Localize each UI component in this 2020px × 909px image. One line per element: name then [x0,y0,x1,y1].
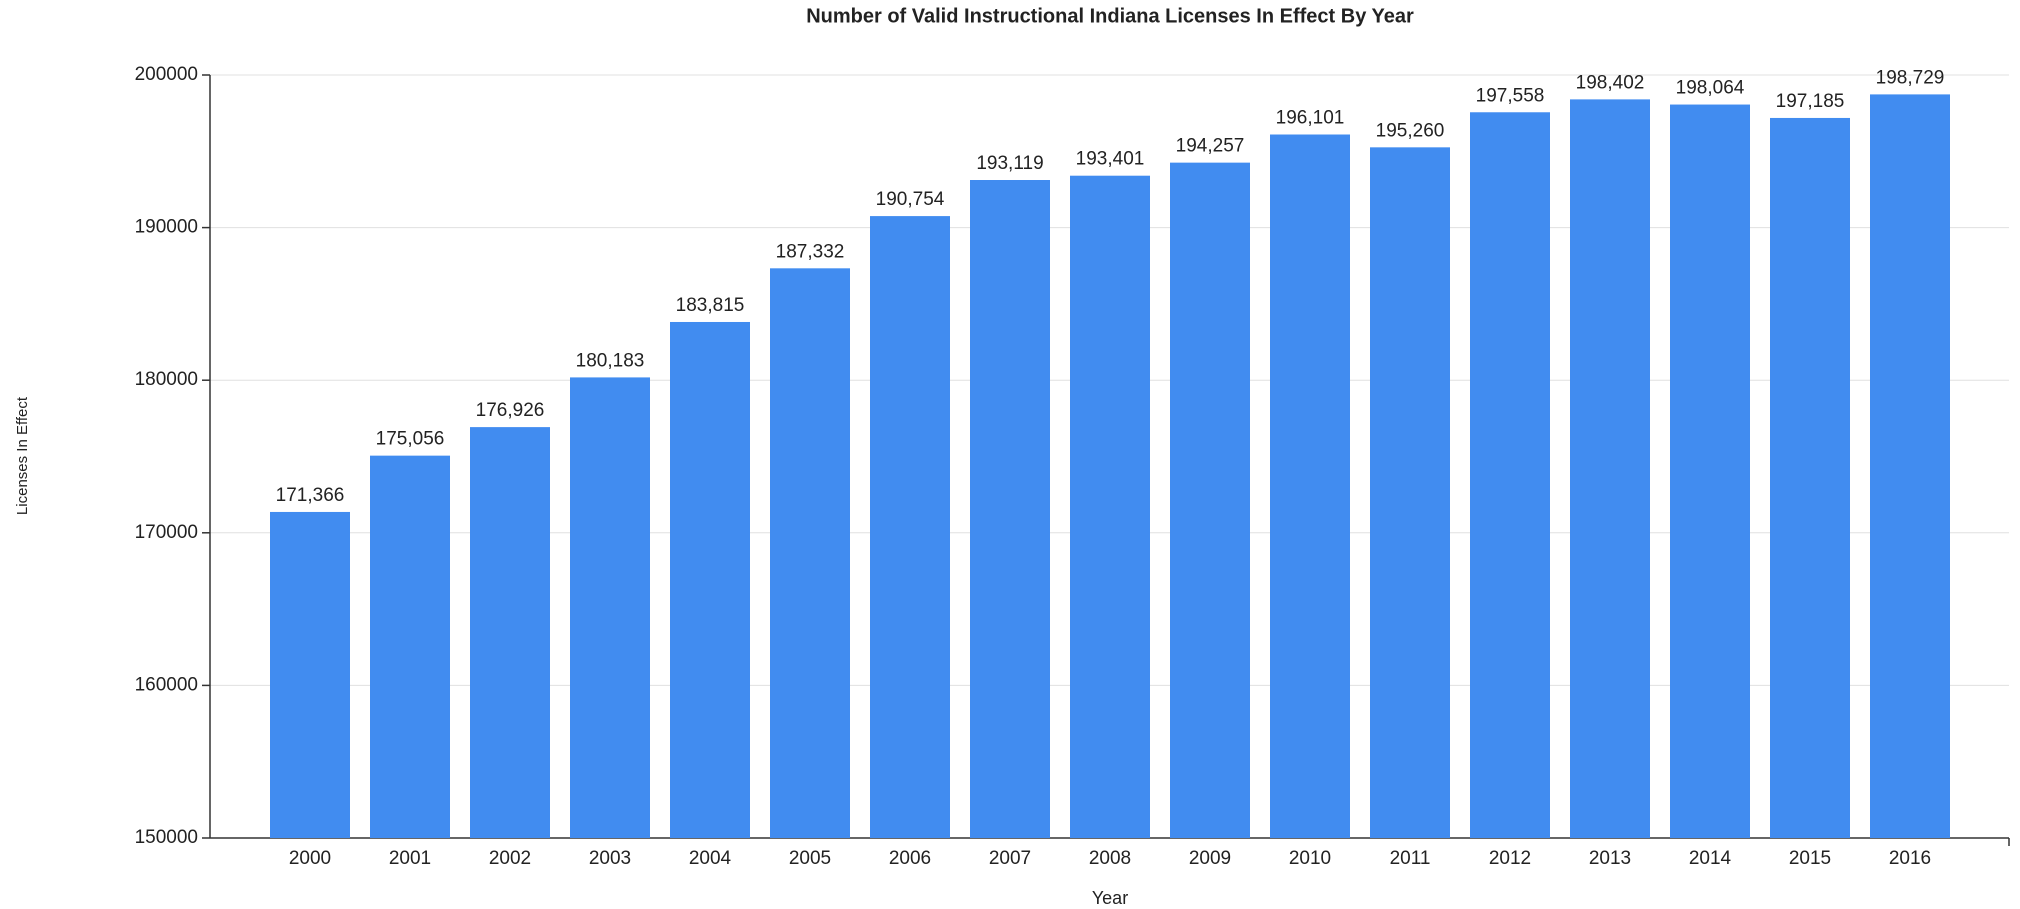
value-label: 195,260 [1376,120,1445,141]
bar [1770,117,1850,838]
value-label: 197,185 [1776,91,1845,112]
y-tick-label: 190000 [135,217,198,238]
x-tick-label: 2005 [789,848,831,869]
bar [1070,175,1150,838]
x-tick-label: 2010 [1289,848,1331,869]
y-tick-label: 180000 [135,369,198,390]
x-tick-label: 2007 [989,848,1031,869]
value-label: 197,558 [1476,85,1545,106]
x-tick-label: 2006 [889,848,931,869]
y-tick-label: 200000 [135,64,198,85]
x-tick-label: 2008 [1089,848,1131,869]
x-tick-label: 2003 [589,848,631,869]
bar [1370,147,1450,838]
x-tick-label: 2014 [1689,848,1732,869]
value-label: 196,101 [1276,108,1345,129]
value-label: 193,119 [976,153,1043,174]
y-tick-label: 170000 [135,522,198,543]
y-axis-label: Licenses In Effect [14,396,31,515]
value-label: 198,064 [1676,78,1745,99]
bar [1670,104,1750,839]
value-label: 176,926 [476,400,545,421]
value-label: 190,754 [876,189,945,210]
bar [370,455,450,838]
x-tick-label: 2004 [689,848,732,869]
value-label: 194,257 [1176,136,1245,157]
bar [470,427,550,838]
x-tick-label: 2016 [1889,848,1931,869]
x-tick-label: 2009 [1189,848,1231,869]
bar [670,321,750,838]
value-label: 171,366 [276,485,345,506]
bar [570,377,650,838]
y-tick-label: 160000 [135,674,198,695]
x-tick-label: 2011 [1390,848,1431,869]
bar [270,511,350,838]
x-tick-label: 2001 [389,848,431,869]
value-label: 187,332 [776,241,845,262]
x-tick-label: 2015 [1789,848,1831,869]
value-label: 183,815 [676,295,745,316]
bar [1170,162,1250,838]
bar [1570,99,1650,838]
x-axis-label: Year [1092,888,1128,908]
bar [1870,94,1950,839]
value-label: 198,402 [1576,72,1645,93]
x-tick-label: 2012 [1489,848,1531,869]
bar [770,268,850,838]
value-label: 198,729 [1876,67,1945,88]
bar [870,216,950,838]
x-tick-label: 2000 [289,848,331,869]
x-tick-label: 2002 [489,848,531,869]
x-tick-label: 2013 [1589,848,1631,869]
chart-title: Number of Valid Instructional Indiana Li… [806,5,1414,27]
bar [1470,112,1550,839]
bar [1270,134,1350,839]
bar [970,180,1050,839]
value-label: 193,401 [1076,149,1145,170]
value-label: 180,183 [576,350,645,371]
y-tick-label: 150000 [135,827,198,848]
value-label: 175,056 [376,429,445,450]
